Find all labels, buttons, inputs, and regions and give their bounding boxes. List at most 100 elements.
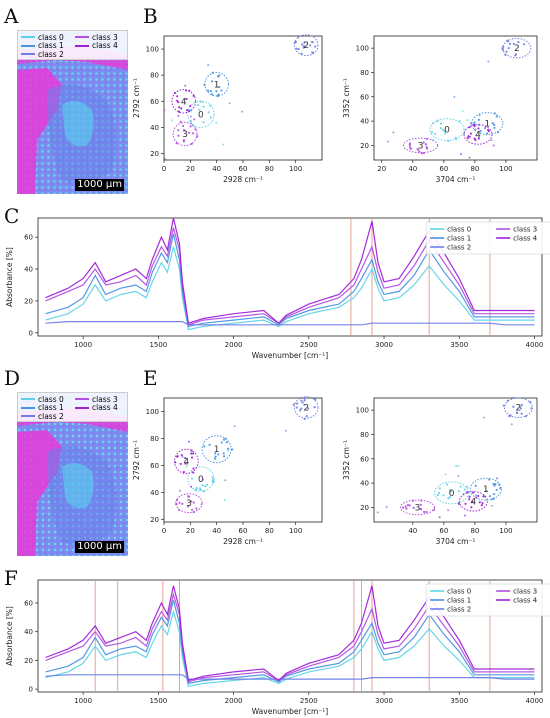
data-point	[519, 407, 522, 410]
legend-col-right: class 3 class 4	[75, 395, 118, 412]
legend-label: class 1	[447, 597, 471, 605]
data-point	[422, 141, 425, 144]
data-point	[314, 398, 317, 401]
legend-swatch-class3	[75, 398, 89, 401]
data-point	[495, 115, 498, 118]
cluster-ellipse	[429, 118, 465, 142]
x-axis-label: 3704 cm⁻¹	[436, 537, 476, 546]
data-point	[182, 124, 185, 128]
data-point	[408, 142, 412, 145]
data-point	[292, 403, 295, 406]
data-point	[217, 453, 220, 456]
cluster-label: 3	[418, 141, 424, 151]
data-point	[510, 423, 513, 426]
cluster-label: 0	[449, 489, 455, 499]
legend-swatch-class1	[21, 44, 35, 47]
data-point	[482, 416, 485, 419]
scale-bar-d: 1000 µm	[75, 541, 124, 553]
legend-swatch-class2	[21, 415, 35, 418]
x-tick-label: 80	[470, 527, 479, 535]
data-point	[297, 47, 300, 51]
x-tick-label: 100	[499, 165, 512, 173]
data-point	[512, 405, 515, 408]
data-point	[220, 441, 223, 444]
data-point	[423, 510, 426, 514]
data-point	[472, 491, 475, 494]
series-line-class-0	[45, 609, 535, 688]
cluster-label: 0	[198, 110, 204, 120]
data-point	[185, 465, 188, 468]
data-point	[447, 497, 450, 500]
x-tick-label: 1500	[149, 697, 167, 705]
y-tick-label: 60	[150, 98, 159, 106]
data-point	[192, 132, 195, 135]
data-point	[189, 125, 192, 128]
y-tick-label: 100	[356, 45, 369, 53]
data-point	[408, 504, 411, 507]
data-point	[520, 412, 523, 415]
legend-swatch-class3	[75, 36, 89, 39]
data-point	[405, 507, 408, 510]
data-point	[512, 42, 515, 45]
data-point	[185, 97, 188, 101]
data-point	[178, 501, 181, 504]
data-point	[177, 110, 181, 113]
data-point	[519, 405, 522, 408]
data-point	[190, 500, 193, 503]
data-point	[310, 40, 313, 43]
data-point	[192, 467, 195, 470]
cluster-ellipse	[402, 137, 439, 154]
data-point	[177, 115, 180, 118]
y-tick-label: 0	[29, 329, 33, 337]
data-point	[438, 516, 441, 519]
data-point	[475, 494, 478, 497]
data-point	[190, 452, 193, 455]
x-tick-label: 2500	[300, 341, 318, 349]
data-point	[192, 501, 195, 504]
cluster-ellipse	[171, 89, 197, 114]
data-point	[468, 498, 471, 501]
data-point	[189, 104, 192, 108]
data-point	[434, 132, 437, 136]
y-tick-label: 40	[150, 489, 159, 497]
y-axis-label: Absorbance [%]	[5, 247, 14, 307]
legend-label-class2: class 2	[38, 411, 64, 421]
data-point	[207, 89, 210, 92]
legend-swatch-class1	[21, 406, 35, 409]
data-point	[477, 137, 480, 140]
data-point	[463, 488, 466, 491]
scale-bar-a: 1000 µm	[75, 179, 124, 191]
x-tick-label: 40	[408, 165, 417, 173]
data-point	[178, 489, 181, 492]
cluster-label: 2	[303, 403, 309, 413]
cluster-ellipse	[175, 493, 203, 514]
data-point	[466, 137, 469, 140]
y-axis-label: 2792 cm⁻¹	[132, 440, 141, 480]
data-point	[233, 425, 236, 428]
data-point	[224, 479, 227, 482]
data-point	[424, 143, 428, 146]
y-tick-label: 100	[356, 407, 369, 415]
data-point	[463, 514, 466, 517]
data-point	[529, 400, 532, 404]
legend-swatch-class0	[21, 398, 35, 401]
cluster-ellipse	[458, 491, 488, 512]
data-point	[410, 147, 413, 150]
data-point	[471, 500, 474, 503]
legend-label: class 2	[447, 244, 471, 252]
y-tick-label: 20	[360, 142, 369, 150]
data-point	[300, 407, 303, 410]
legend-label-class3: class 3	[92, 394, 118, 404]
x-tick-label: 20	[377, 165, 386, 173]
data-point	[436, 493, 439, 497]
cluster-label: 1	[214, 445, 220, 455]
data-point	[443, 129, 446, 133]
data-point	[295, 406, 298, 409]
data-point	[177, 134, 180, 137]
legend-label: class 4	[513, 597, 538, 605]
data-point	[392, 131, 395, 134]
data-point	[477, 127, 480, 130]
legend-a: class 0 class 1 class 2 class 3 class 4	[17, 30, 128, 60]
data-point	[202, 105, 205, 108]
